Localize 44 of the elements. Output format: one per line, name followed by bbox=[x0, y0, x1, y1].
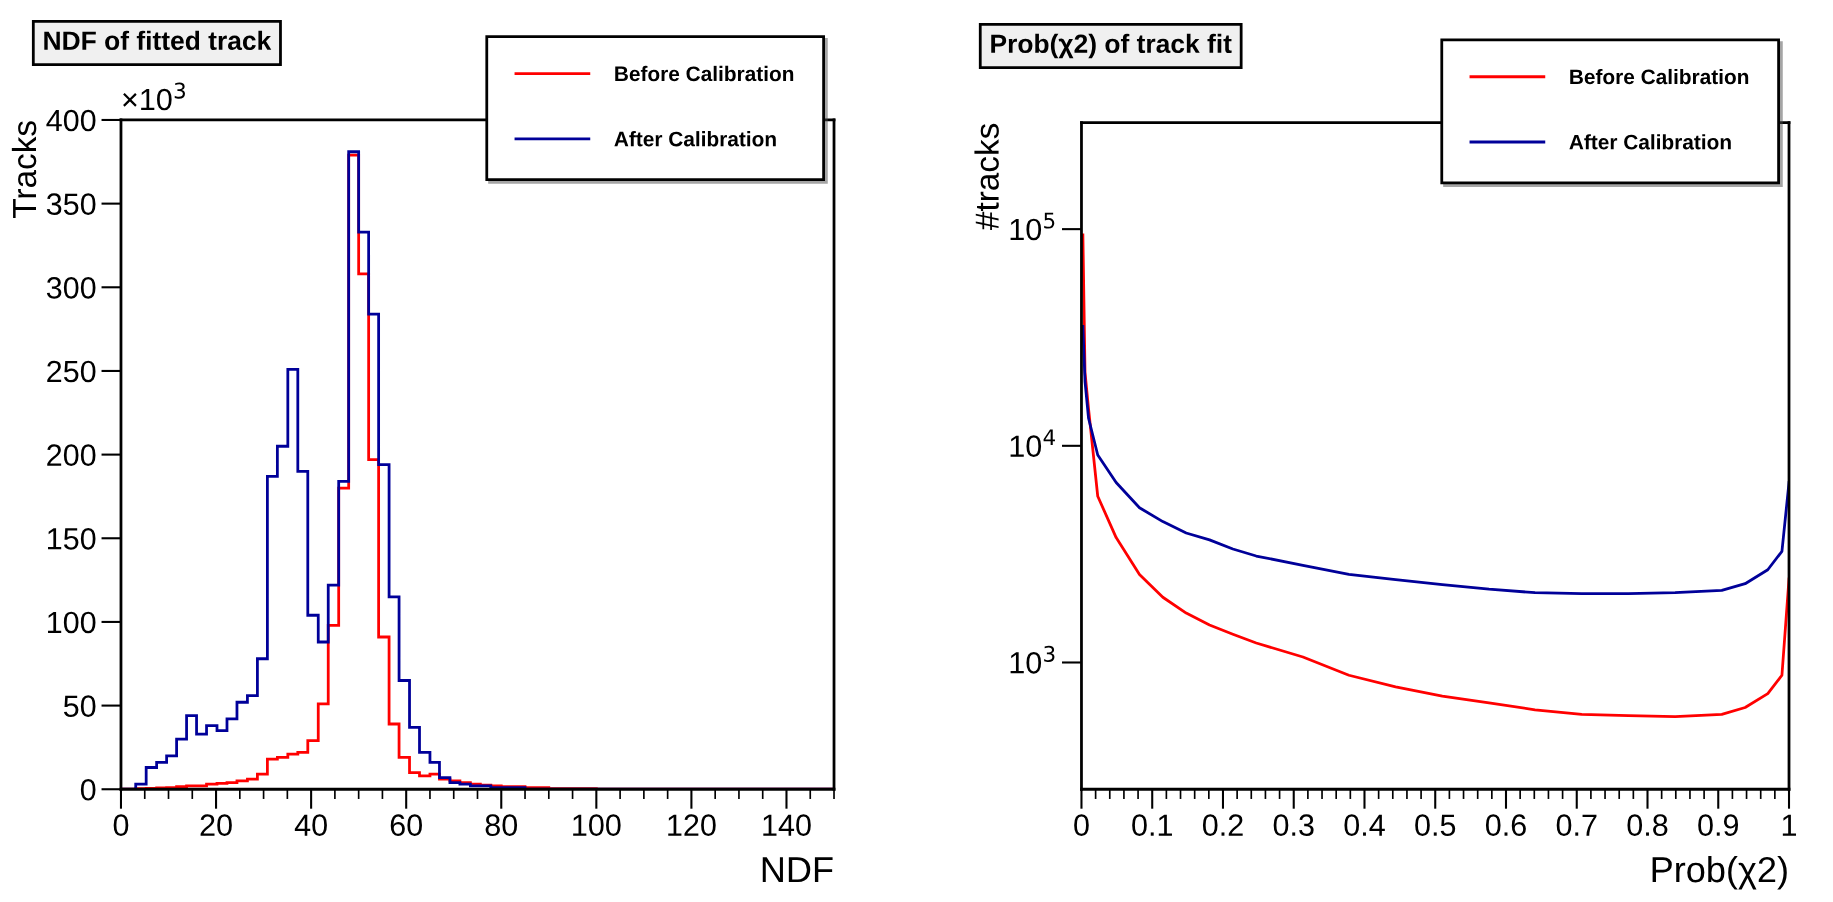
chart-title: NDF of fitted track bbox=[44, 30, 272, 51]
legend-label: After Calibration bbox=[1569, 134, 1731, 150]
line-series bbox=[1081, 324, 1790, 595]
x-tick-label: 0.5 bbox=[1415, 814, 1456, 836]
y-tick-label: 350 bbox=[46, 193, 96, 215]
y-tick-label: 10$^{5}$ bbox=[1010, 212, 1055, 241]
x-axis-title: NDF bbox=[762, 857, 833, 883]
x-tick-label: 0.4 bbox=[1344, 814, 1385, 836]
text: ×10$^{3}$ bbox=[123, 82, 185, 111]
y-tick-label: 10$^{3}$ bbox=[1010, 645, 1055, 674]
x-tick-label: 120 bbox=[668, 814, 716, 836]
x-tick-label: 140 bbox=[763, 814, 811, 836]
y-tick-label: 200 bbox=[47, 444, 96, 466]
x-tick-label: 20 bbox=[200, 814, 232, 836]
x-tick-label: 0 bbox=[113, 814, 129, 836]
x-tick-label: 80 bbox=[485, 814, 518, 836]
x-tick-label: 0.8 bbox=[1627, 814, 1668, 836]
x-tick-label: 0.3 bbox=[1273, 814, 1314, 836]
x-tick-label: 40 bbox=[294, 814, 327, 836]
y-axis-title: Tracks bbox=[11, 121, 37, 218]
x-tick-label: 0 bbox=[1074, 814, 1089, 836]
y-tick-label: 100 bbox=[48, 611, 96, 634]
y-tick-label: 150 bbox=[48, 528, 96, 550]
x-tick-label: 0.9 bbox=[1698, 814, 1739, 836]
x-tick-label: 0.6 bbox=[1485, 814, 1526, 836]
x-tick-label: 1 bbox=[1782, 814, 1797, 836]
legend-label: Before Calibration bbox=[615, 65, 794, 82]
line-series bbox=[1081, 233, 1790, 719]
y-axis-title: #tracks bbox=[974, 123, 999, 230]
chart-title: Prob(χ2) of track fit bbox=[991, 33, 1232, 59]
x-axis-title: Prob(χ2) bbox=[1652, 855, 1787, 890]
x-tick-label: 0.1 bbox=[1132, 814, 1172, 836]
y-tick-label: 0 bbox=[80, 778, 96, 801]
x-tick-label: 0.7 bbox=[1556, 814, 1597, 836]
y-tick-label: 300 bbox=[46, 277, 96, 299]
x-tick-label: 100 bbox=[573, 814, 621, 836]
y-tick-label: 400 bbox=[46, 109, 96, 132]
x-tick-label: 60 bbox=[390, 814, 422, 836]
y-tick-label: 250 bbox=[47, 360, 96, 383]
y-tick-label: 50 bbox=[63, 695, 96, 717]
y-tick-label: 10$^{4}$ bbox=[1010, 429, 1055, 457]
x-tick-label: 0.2 bbox=[1202, 814, 1243, 836]
legend-label: Before Calibration bbox=[1570, 68, 1749, 85]
legend-label: After Calibration bbox=[614, 131, 776, 147]
